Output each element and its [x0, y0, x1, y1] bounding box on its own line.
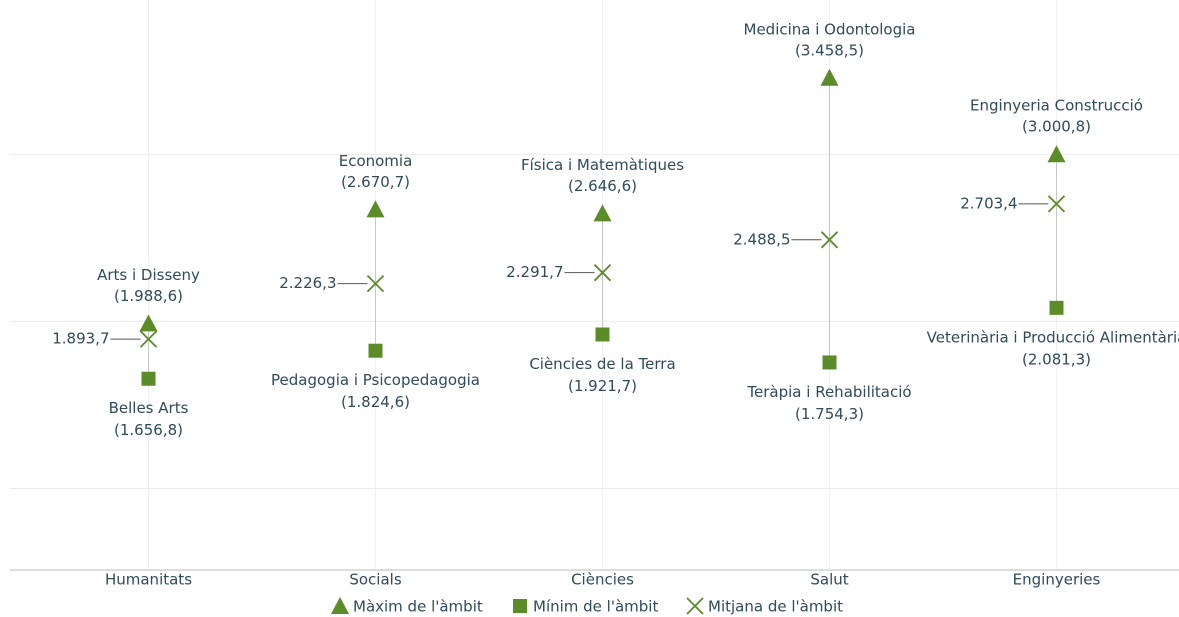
- min-value-label: (1.754,3): [795, 405, 864, 423]
- mean-marker: [593, 264, 612, 282]
- mean-marker: [139, 330, 158, 348]
- min-marker: [141, 371, 156, 386]
- max-name: Medicina i Odontologia: [744, 20, 916, 38]
- min-name: Teràpia i Rehabilitació: [746, 383, 911, 401]
- x-tick-label: Humanitats: [105, 571, 192, 589]
- min-marker: [368, 343, 383, 358]
- mean-value-label: 2.703,4: [960, 194, 1017, 212]
- mean-value-label: 2.488,5: [733, 230, 790, 248]
- max-value-label: (2.670,7): [341, 173, 410, 191]
- max-value-label: (1.988,6): [114, 287, 183, 305]
- legend-marker: [513, 599, 527, 613]
- min-value-label: (2.081,3): [1022, 350, 1091, 368]
- x-tick-label: Socials: [349, 571, 401, 589]
- min-value-label: (1.824,6): [341, 393, 410, 411]
- min-value-label: (1.921,7): [568, 377, 637, 395]
- x-tick-label: Salut: [810, 571, 848, 589]
- min-value-label: (1.656,8): [114, 421, 183, 439]
- max-value-label: (3.000,8): [1022, 118, 1091, 136]
- max-marker: [366, 200, 385, 218]
- mean-marker: [366, 274, 385, 293]
- min-name: Ciències de la Terra: [529, 355, 675, 373]
- legend-marker: [686, 597, 704, 615]
- mean-value-label: 2.291,7: [506, 263, 563, 281]
- max-name: Economia: [339, 152, 413, 170]
- max-marker: [1047, 145, 1066, 163]
- max-name: Física i Matemàtiques: [521, 156, 684, 174]
- max-name: Enginyeria Construcció: [970, 97, 1143, 115]
- max-marker: [820, 68, 839, 86]
- mean-marker: [1047, 195, 1066, 213]
- min-name: Pedagogia i Psicopedagogia: [271, 371, 480, 389]
- mean-value-label: 1.893,7: [52, 330, 109, 348]
- min-marker: [1049, 300, 1064, 315]
- mean-marker: [820, 231, 839, 249]
- max-value-label: (3.458,5): [795, 41, 864, 59]
- legend-label: Mínim de l'àmbit: [533, 598, 658, 616]
- legend-marker: [331, 597, 349, 614]
- max-marker: [593, 204, 612, 222]
- min-marker: [595, 327, 610, 342]
- mean-value-label: 2.226,3: [279, 274, 336, 292]
- min-name: Belles Arts: [109, 399, 189, 417]
- x-tick-label: Ciències: [571, 571, 634, 589]
- legend-label: Mitjana de l'àmbit: [708, 598, 843, 616]
- min-marker: [822, 355, 837, 370]
- x-tick-label: Enginyeries: [1013, 571, 1101, 589]
- min-name: Veterinària i Producció Alimentària: [927, 328, 1179, 346]
- max-value-label: (2.646,6): [568, 177, 637, 195]
- max-marker: [139, 314, 158, 332]
- max-name: Arts i Disseny: [97, 266, 200, 284]
- legend-label: Màxim de l'àmbit: [353, 598, 483, 616]
